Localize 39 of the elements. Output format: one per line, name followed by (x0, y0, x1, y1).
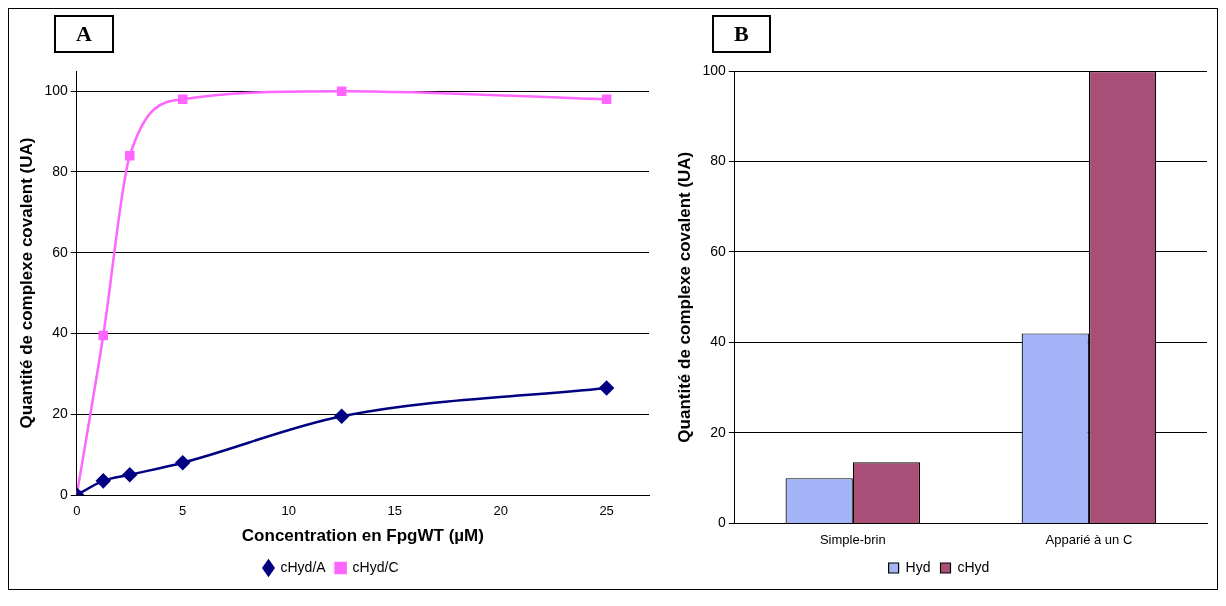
y-tick-label: 20 (52, 405, 68, 422)
x-tick-label: 15 (387, 503, 402, 519)
legend-label: cHyd (957, 558, 990, 575)
y-tick-label: 0 (59, 485, 68, 502)
y-tick-label: 20 (710, 423, 726, 440)
y-tick-label: 40 (710, 333, 726, 350)
x-tick-label: 0 (73, 503, 81, 519)
y-tick-label: 40 (52, 324, 68, 341)
point (599, 380, 614, 396)
point (124, 151, 135, 161)
point (177, 94, 188, 105)
legend-label: Hyd (905, 558, 931, 575)
x-tick-label: 25 (599, 503, 614, 519)
point (601, 94, 612, 105)
y-tick-label: 60 (710, 242, 726, 259)
text: B (712, 15, 771, 53)
y-tick-label: 0 (717, 514, 726, 531)
text: A (54, 15, 114, 53)
x-tick-label: Simple-brin (819, 531, 886, 547)
legend-label: cHyd/A (280, 558, 327, 575)
legend-label: cHyd/C (352, 558, 399, 575)
point (98, 330, 109, 341)
y-tick-label: 80 (710, 152, 726, 169)
point (175, 455, 190, 470)
point (122, 467, 137, 483)
y-tick-label: 100 (44, 82, 68, 99)
y-tick-label: 60 (52, 243, 68, 260)
y-axis-title: Quantité de complexe covalent (UA) (16, 137, 36, 429)
y-tick-label: 80 (52, 162, 68, 179)
x-tick-label: 5 (179, 503, 187, 519)
point (334, 409, 349, 424)
y-tick-label: 100 (702, 61, 726, 78)
point (336, 86, 347, 96)
x-tick-label: 10 (281, 503, 296, 519)
x-tick-label: Apparié à un C (1045, 531, 1133, 547)
x-axis-title: Concentration en FpgWT (µM) (241, 526, 484, 546)
point (96, 473, 111, 489)
x-tick-label: 20 (493, 503, 508, 519)
y-axis-title: Quantité de complexe covalent (UA) (674, 151, 694, 443)
